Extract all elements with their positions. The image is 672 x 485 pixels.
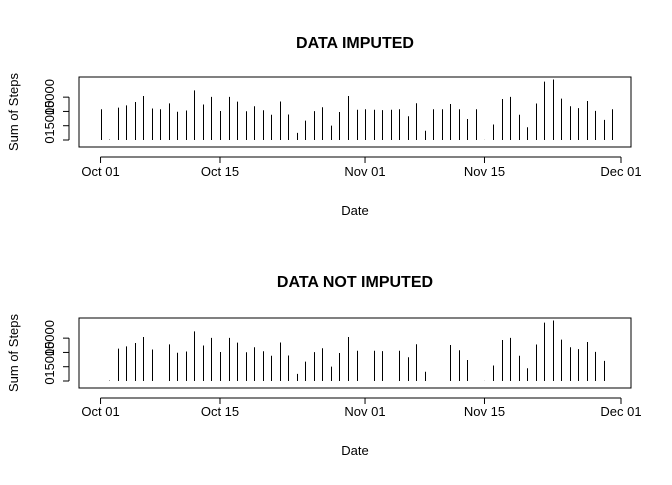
chart-title: DATA NOT IMPUTED [277,274,433,291]
y-tick-label: 15000 [42,320,57,356]
x-tick-label: Nov 15 [464,164,505,179]
x-tick-label: Oct 15 [201,404,239,419]
y-tick-label: 0 [42,136,57,143]
x-tick-label: Oct 01 [81,164,119,179]
y-axis-label: Sum of Steps [6,72,21,151]
x-tick-label: Nov 15 [464,404,505,419]
x-tick-label: Dec 01 [600,164,641,179]
x-tick-label: Dec 01 [600,404,641,419]
x-tick-label: Oct 01 [81,404,119,419]
x-axis-label: Date [341,203,368,218]
chart-title: DATA IMPUTED [296,35,414,52]
y-tick-label: 15000 [42,341,57,377]
y-tick-label: 15000 [42,79,57,115]
plot-frame [78,76,632,148]
x-tick-label: Oct 15 [201,164,239,179]
plot-frame [78,317,632,389]
y-axis-label: Sum of Steps [6,313,21,392]
x-tick-label: Nov 01 [344,164,385,179]
x-tick-label: Nov 01 [344,404,385,419]
y-tick-label: 15000 [42,100,57,136]
x-axis-label: Date [341,443,368,458]
y-tick-label: 0 [42,377,57,384]
